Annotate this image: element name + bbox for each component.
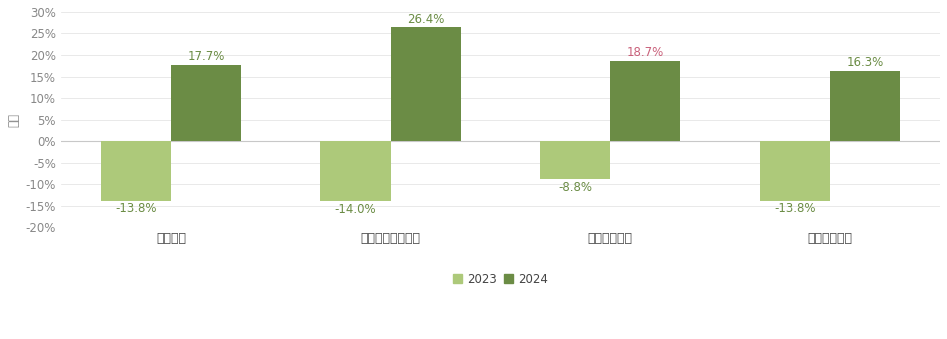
- Text: -13.8%: -13.8%: [116, 202, 156, 215]
- Bar: [390, 27, 461, 141]
- Bar: [759, 141, 830, 201]
- Bar: [830, 71, 900, 141]
- Text: -13.8%: -13.8%: [774, 202, 815, 215]
- Bar: [540, 141, 610, 179]
- Text: -8.8%: -8.8%: [558, 181, 592, 194]
- Legend: 2023, 2024: 2023, 2024: [448, 268, 553, 290]
- Bar: [320, 141, 390, 201]
- Bar: [610, 61, 681, 141]
- Text: 17.7%: 17.7%: [188, 50, 224, 63]
- Bar: [171, 65, 241, 141]
- Bar: [100, 141, 171, 201]
- Y-axis label: 變動: 變動: [7, 113, 20, 127]
- Text: 26.4%: 26.4%: [407, 13, 444, 26]
- Text: -14.0%: -14.0%: [334, 203, 376, 216]
- Text: 18.7%: 18.7%: [627, 46, 664, 59]
- Text: 16.3%: 16.3%: [847, 56, 884, 69]
